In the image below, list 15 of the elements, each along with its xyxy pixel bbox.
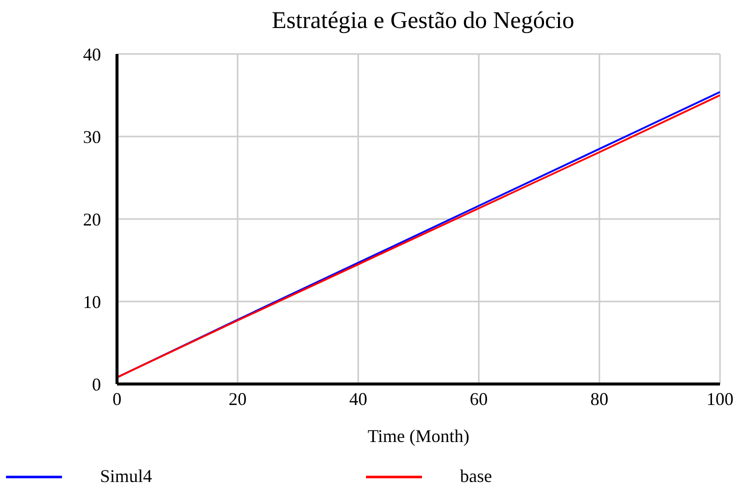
- y-tick-label: 0: [92, 374, 101, 394]
- x-tick-label: 0: [112, 388, 122, 409]
- y-tick-label: 30: [83, 126, 101, 147]
- y-tick-label: 10: [83, 292, 101, 312]
- chart-title: Estratégia e Gestão do Negócio: [270, 8, 576, 36]
- y-tick-label: 20: [83, 209, 101, 230]
- x-tick-label: 20: [228, 388, 247, 409]
- legend-label: base: [460, 466, 492, 487]
- legend-label: Simul4: [100, 466, 152, 487]
- x-axis-title: Time (Month): [368, 426, 470, 446]
- y-tick-label: 40: [83, 44, 101, 64]
- x-tick-label: 40: [349, 388, 368, 409]
- x-tick-label: 60: [470, 388, 488, 409]
- x-tick-label: 100: [706, 388, 734, 409]
- x-tick-label: 80: [590, 388, 608, 409]
